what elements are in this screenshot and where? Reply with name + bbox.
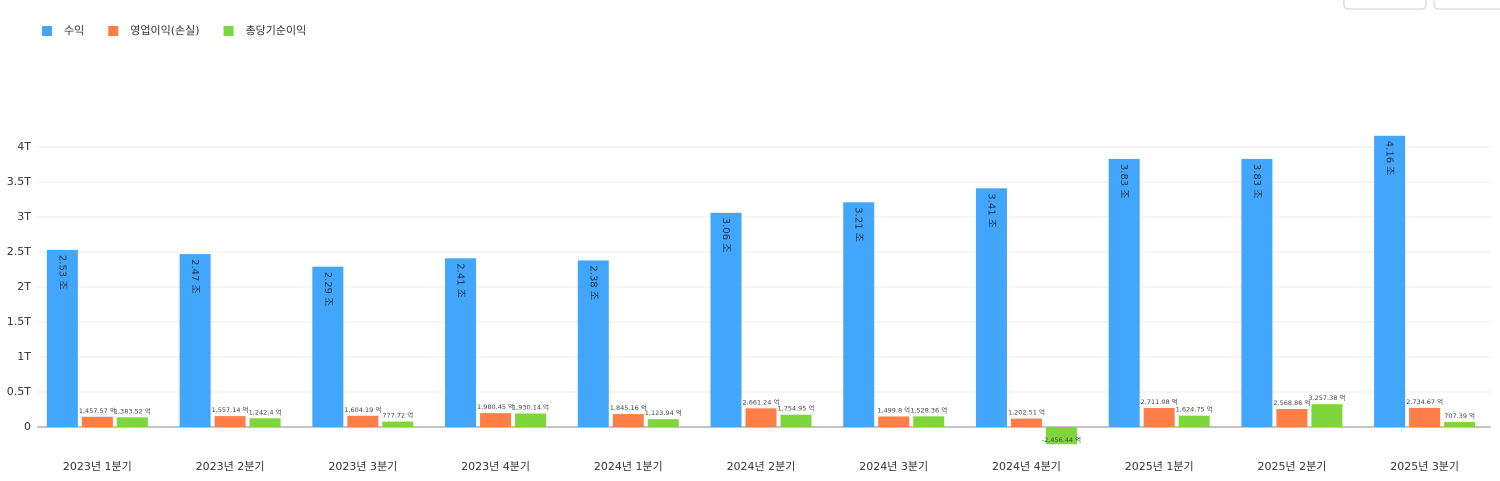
bar — [214, 416, 246, 427]
x-tick-label: 2023년 1분기 — [63, 460, 132, 473]
y-tick-label: 4T — [17, 140, 31, 153]
value-label: 3.21 조 — [853, 207, 864, 242]
x-tick-label: 2023년 4분기 — [461, 460, 530, 473]
value-label: 1,528.36 억 — [910, 406, 947, 414]
value-label: 3.41 조 — [985, 193, 996, 228]
bar — [179, 254, 211, 427]
value-label: 2,734.67 억 — [1406, 398, 1443, 406]
bar — [1276, 409, 1308, 427]
value-label: 2,568.86 억 — [1273, 399, 1310, 407]
value-label: 3.06 조 — [720, 218, 731, 253]
value-label: 2.41 조 — [455, 263, 466, 298]
bar — [745, 408, 777, 427]
bar — [843, 202, 875, 427]
value-label: 3.83 조 — [1118, 164, 1129, 199]
value-label: -2,456.44 억 — [1042, 436, 1081, 444]
bar — [1409, 407, 1441, 427]
bar — [913, 416, 945, 427]
value-label: 1,457.57 억 — [79, 407, 116, 415]
bar — [647, 419, 679, 427]
legend-swatch — [223, 26, 234, 36]
x-tick-label: 2023년 2분기 — [196, 460, 265, 473]
bar — [1010, 418, 1042, 427]
y-tick-label: 3.5T — [7, 175, 31, 188]
x-tick-label: 2024년 1분기 — [594, 460, 663, 473]
x-tick-label: 2024년 2분기 — [727, 460, 796, 473]
bar — [612, 414, 644, 427]
x-tick-label: 2023년 3분기 — [328, 460, 397, 473]
value-label: 2.29 조 — [322, 272, 333, 307]
value-label: 707.39 억 — [1444, 412, 1475, 420]
bar — [1444, 422, 1476, 427]
value-label: 3.83 조 — [1251, 164, 1262, 199]
value-label: 777.72 억 — [382, 412, 413, 420]
bar — [1374, 135, 1406, 428]
y-tick-label: 2.5T — [7, 245, 31, 258]
bar — [780, 414, 812, 427]
bar — [1241, 158, 1273, 427]
bar — [577, 260, 609, 427]
y-tick-label: 1T — [17, 350, 31, 363]
value-label: 2.53 조 — [56, 255, 67, 290]
value-label: 4.16 조 — [1384, 141, 1395, 176]
value-label: 1,123.94 억 — [645, 409, 682, 417]
value-label: 1,202.51 억 — [1008, 409, 1045, 417]
value-label: 3,257.38 억 — [1308, 394, 1345, 402]
y-tick-label: 3T — [17, 210, 31, 223]
bar — [116, 417, 148, 427]
value-label: 1,499.8 억 — [877, 407, 910, 415]
bar — [975, 188, 1007, 427]
value-label: 2,711.08 억 — [1141, 398, 1178, 406]
y-tick-label: 2T — [17, 280, 31, 293]
legend-swatch — [108, 26, 119, 36]
y-tick-label: 0 — [24, 420, 31, 433]
bar — [1143, 408, 1175, 427]
bar — [1108, 158, 1140, 427]
legend-label: 총당기순이익 — [246, 24, 307, 37]
value-label: 2,661.24 억 — [743, 398, 780, 406]
bar — [480, 413, 512, 427]
legend-swatch — [42, 26, 52, 36]
legend-label: 영업이익(손실) — [130, 24, 199, 37]
value-label: 1,754.95 억 — [778, 405, 815, 413]
y-tick-label: 1.5T — [7, 315, 31, 328]
bar — [515, 413, 547, 427]
bar — [1178, 415, 1210, 427]
y-tick-label: 0.5T — [7, 385, 31, 398]
value-label: 1,930.14 억 — [512, 403, 549, 411]
bar — [312, 266, 344, 427]
button[interactable] — [1343, 0, 1427, 10]
value-label: 1,383.52 억 — [114, 407, 151, 415]
x-tick-label: 2025년 1분기 — [1125, 460, 1194, 473]
bar — [249, 418, 281, 427]
bar — [46, 249, 78, 427]
value-label: 1,242.4 억 — [249, 408, 282, 416]
value-label: 1,980.45 억 — [477, 403, 514, 411]
button[interactable] — [1433, 0, 1500, 10]
bar — [382, 421, 414, 427]
x-tick-label: 2024년 4분기 — [992, 460, 1061, 473]
value-label: 1,845.16 억 — [610, 404, 647, 412]
value-label: 1,624.75 억 — [1176, 406, 1213, 414]
bar — [1311, 404, 1343, 427]
bar — [878, 416, 910, 427]
bar — [347, 415, 379, 427]
value-label: 1,557.14 억 — [212, 406, 249, 414]
bar — [81, 416, 113, 427]
value-label: 2.38 조 — [587, 265, 598, 300]
bar — [445, 258, 477, 427]
x-tick-label: 2025년 2분기 — [1257, 460, 1326, 473]
bar — [710, 212, 742, 427]
value-label: 1,604.19 억 — [344, 406, 381, 414]
value-label: 2.47 조 — [189, 259, 200, 294]
legend-label: 수익 — [64, 24, 84, 37]
bar — [1045, 427, 1077, 445]
x-tick-label: 2024년 3분기 — [859, 460, 928, 473]
x-tick-label: 2025년 3분기 — [1390, 460, 1459, 473]
